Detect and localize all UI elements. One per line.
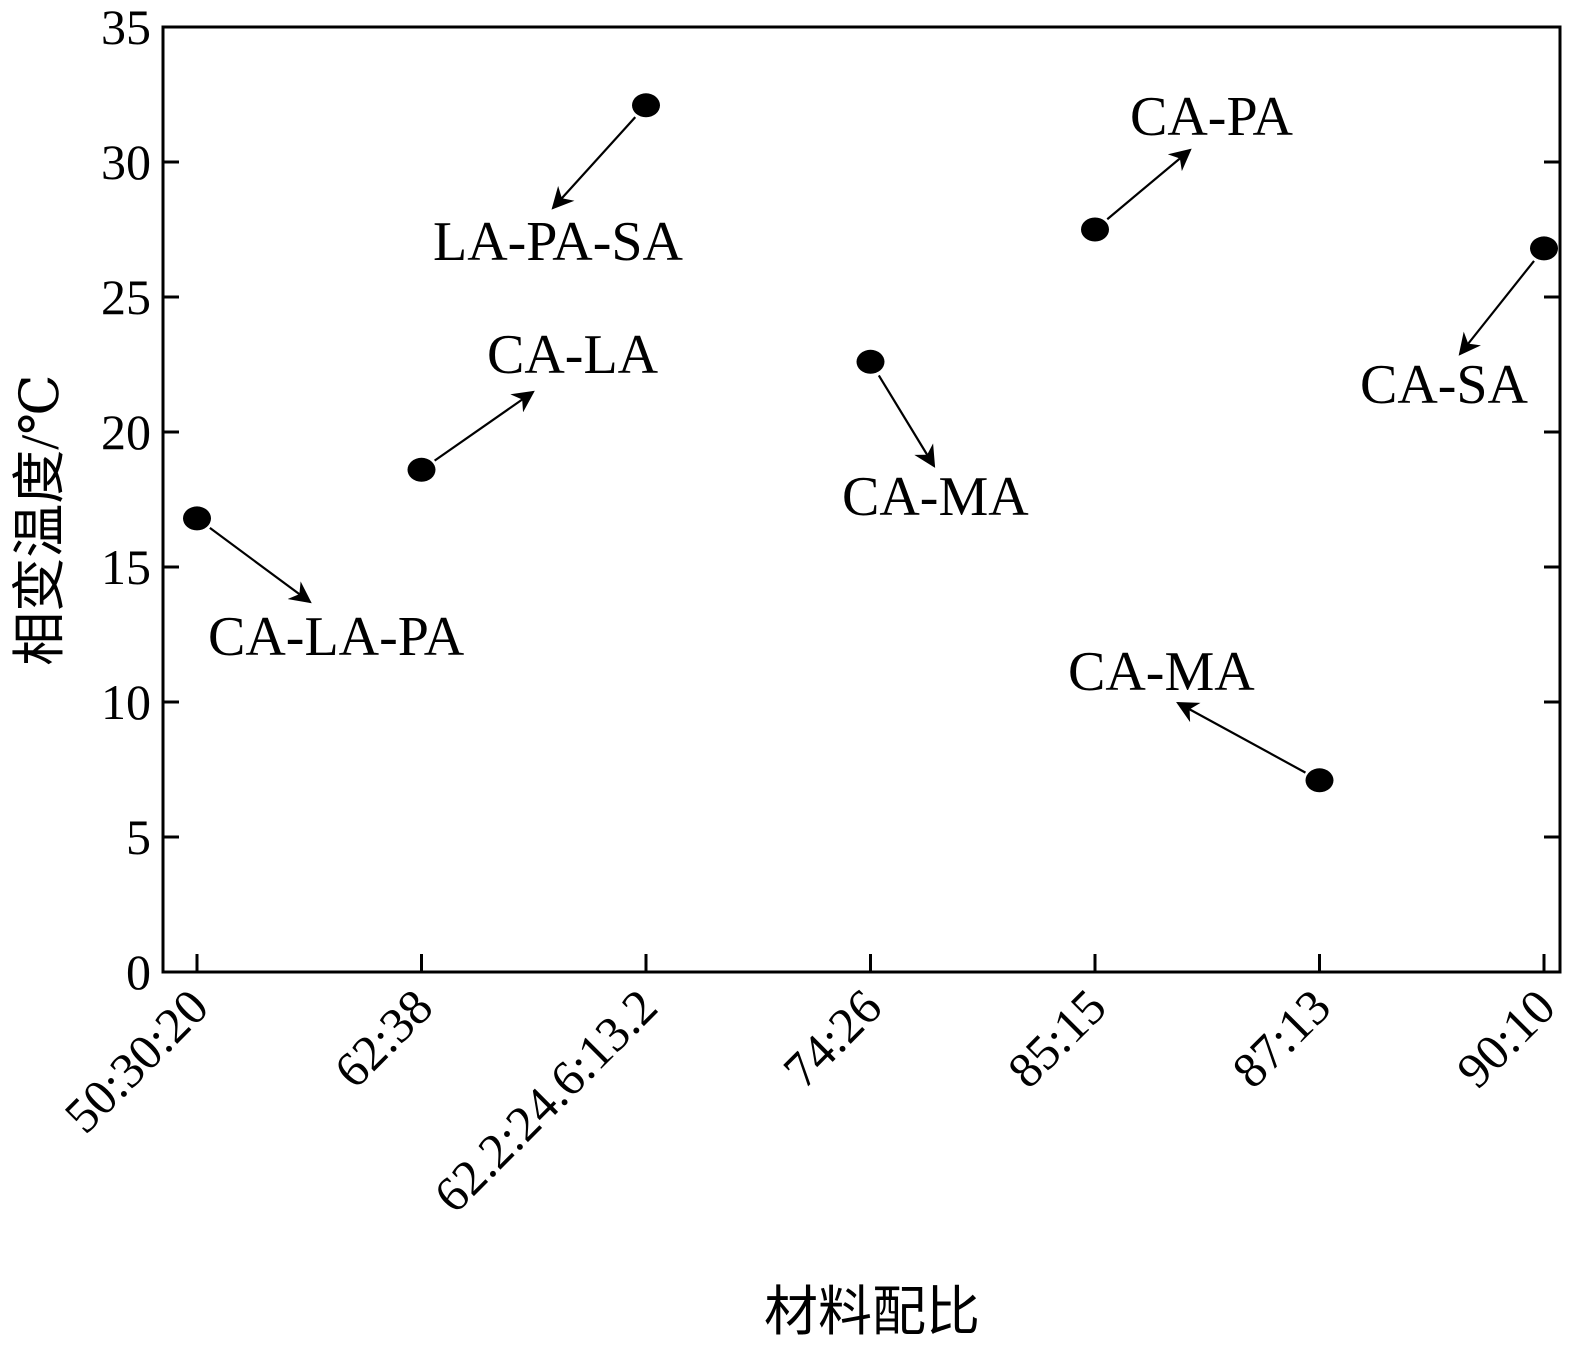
point-label: CA-MA [842,466,1029,528]
point-label: LA-PA-SA [433,211,684,273]
x-tick-label: 85:15 [997,978,1117,1098]
data-point [183,506,211,531]
y-tick-label: 0 [126,944,151,1000]
annotation-arrow [877,374,936,468]
y-tick-label: 25 [101,269,151,325]
annotation-arrow [1176,701,1306,774]
annotation-arrow [433,390,535,462]
x-tick-label: 62.2:24.6:13.2 [423,978,668,1223]
x-tick-label: 62:38 [323,978,443,1098]
y-axis-ticks: 0 5 10 15 20 25 30 35 [101,0,1560,1000]
y-tick-label: 30 [101,134,151,190]
data-point [407,457,436,482]
annotation-arrow [1106,148,1192,221]
y-axis-title: 相变温度/℃ [10,374,70,665]
y-tick-label: 35 [101,0,151,55]
data-point [1305,768,1334,793]
point-label: CA-MA [1068,641,1255,703]
y-tick-label: 20 [101,404,151,460]
y-tick-label: 5 [126,809,151,865]
point-label: CA-SA [1360,354,1529,416]
data-point [856,349,885,374]
annotation-arrow [551,116,637,210]
x-tick-label: 74:26 [772,978,892,1098]
data-point [1081,217,1109,242]
annotation-arrow [209,527,312,604]
x-tick-label: 50:30:20 [53,978,218,1143]
point-labels: CA-LA-PA CA-LA LA-PA-SA CA-MA CA-PA CA-MA CA-S… [208,86,1529,703]
data-point [1530,236,1558,261]
point-label: CA-PA [1130,86,1293,148]
annotation-arrow [1458,260,1535,356]
point-label: CA-LA-PA [208,606,465,668]
data-point [632,93,660,118]
x-tick-label: 87:13 [1221,978,1341,1098]
plot-frame [161,25,1562,974]
y-tick-label: 15 [101,539,151,595]
x-axis-title: 材料配比 [764,1282,980,1342]
point-label: CA-LA [487,324,659,386]
y-tick-label: 10 [101,674,151,730]
x-tick-label: 90:10 [1446,978,1566,1098]
annotation-arrows [209,116,1535,774]
data-points [183,93,1558,793]
